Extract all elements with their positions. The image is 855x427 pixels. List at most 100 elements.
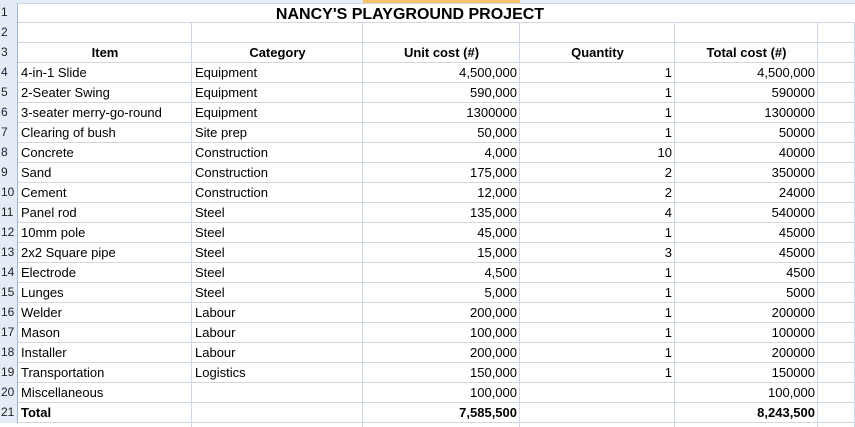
cell-item[interactable]: Clearing of bush — [21, 125, 116, 140]
row-number[interactable]: 12 — [0, 223, 18, 243]
cell-category[interactable]: Steel — [195, 285, 225, 300]
cell-total-cost[interactable]: 100000 — [771, 325, 815, 340]
cell-category[interactable]: Site prep — [195, 125, 248, 140]
row-number[interactable]: 20 — [0, 383, 18, 403]
cell-unit-cost[interactable]: 5,000 — [484, 285, 517, 300]
row-number[interactable]: 4 — [0, 63, 18, 83]
cell-category[interactable] — [192, 383, 363, 403]
cell-category[interactable]: Construction — [195, 185, 268, 200]
cell-category[interactable]: Labour — [195, 325, 236, 340]
cell-category[interactable]: Steel — [195, 205, 225, 220]
cell-quantity[interactable]: 2 — [664, 185, 672, 200]
cell-total-cost[interactable]: 200000 — [771, 305, 815, 320]
row-number[interactable]: 14 — [0, 263, 18, 283]
total-category[interactable] — [192, 403, 363, 423]
cell-category[interactable]: Logistics — [195, 365, 246, 380]
cell-quantity[interactable]: 1 — [664, 325, 672, 340]
row-number[interactable]: 3 — [0, 43, 18, 63]
cell-unit-cost[interactable]: 45,000 — [477, 225, 517, 240]
cell-total-cost[interactable]: 45000 — [778, 225, 815, 240]
cell-quantity[interactable]: 10 — [657, 145, 672, 160]
row-number[interactable]: 6 — [0, 103, 18, 123]
cell-unit-cost[interactable]: 100,000 — [470, 385, 517, 400]
cell-category[interactable]: Labour — [195, 305, 236, 320]
cell-unit-cost[interactable]: 175,000 — [470, 165, 517, 180]
header-quantity[interactable]: Quantity — [571, 45, 624, 60]
cell-item[interactable]: Sand — [21, 165, 52, 180]
cell-quantity[interactable]: 2 — [664, 165, 672, 180]
cell-item[interactable]: Welder — [21, 305, 62, 320]
cell-total-cost[interactable]: 40000 — [778, 145, 815, 160]
row-number[interactable]: 19 — [0, 363, 18, 383]
cell-item[interactable]: Installer — [21, 345, 67, 360]
cell-category[interactable]: Construction — [195, 165, 268, 180]
cell-unit-cost[interactable]: 100,000 — [470, 325, 517, 340]
cell-quantity[interactable]: 3 — [664, 245, 672, 260]
cell-unit-cost[interactable]: 590,000 — [470, 85, 517, 100]
cell-category[interactable]: Steel — [195, 265, 225, 280]
cell-item[interactable]: Lunges — [21, 285, 64, 300]
cell-unit-cost[interactable]: 15,000 — [477, 245, 517, 260]
cell-category[interactable]: Labour — [195, 345, 236, 360]
cell-quantity[interactable]: 1 — [664, 345, 672, 360]
cell-category[interactable]: Steel — [195, 245, 225, 260]
cell-item[interactable]: Transportation — [21, 365, 105, 380]
cell-total-cost[interactable]: 350000 — [771, 165, 815, 180]
row-number[interactable]: 17 — [0, 323, 18, 343]
row-number[interactable]: 2 — [0, 23, 18, 43]
cell-total-cost[interactable]: 24000 — [778, 185, 815, 200]
cell-unit-cost[interactable]: 4,000 — [484, 145, 517, 160]
cell-item[interactable]: Electrode — [21, 265, 76, 280]
cell-quantity[interactable]: 1 — [664, 305, 672, 320]
cell-total-cost[interactable]: 590000 — [771, 85, 815, 100]
cell-unit-cost[interactable]: 200,000 — [470, 305, 517, 320]
cell-item[interactable]: 2-Seater Swing — [21, 85, 110, 100]
cell-quantity[interactable] — [520, 383, 675, 403]
cell-total-cost[interactable]: 540000 — [771, 205, 815, 220]
cell-item[interactable]: 3-seater merry-go-round — [21, 105, 162, 120]
cell-unit-cost[interactable]: 1300000 — [466, 105, 517, 120]
row-number[interactable]: 7 — [0, 123, 18, 143]
header-item[interactable]: Item — [91, 45, 119, 60]
cell-quantity[interactable]: 4 — [664, 205, 672, 220]
cell-unit-cost[interactable]: 200,000 — [470, 345, 517, 360]
cell-quantity[interactable]: 1 — [664, 65, 672, 80]
cell-category[interactable]: Construction — [195, 145, 268, 160]
cell-unit-cost[interactable]: 135,000 — [470, 205, 517, 220]
selected-column-header[interactable] — [363, 0, 520, 3]
header-unit-cost[interactable]: Unit cost (#) — [403, 45, 480, 60]
cell-total-cost[interactable]: 4,500,000 — [757, 65, 815, 80]
total-item[interactable]: Total — [21, 405, 52, 420]
total-unit-cost[interactable]: 7,585,500 — [459, 405, 517, 420]
cell-total-cost[interactable]: 1300000 — [764, 105, 815, 120]
cell-quantity[interactable]: 1 — [664, 285, 672, 300]
row-number[interactable]: 13 — [0, 243, 18, 263]
cell-item[interactable]: Miscellaneous — [21, 385, 104, 400]
row-number[interactable]: 1 — [0, 3, 18, 23]
row-number[interactable]: 16 — [0, 303, 18, 323]
cell-item[interactable]: Cement — [21, 185, 67, 200]
cell-total-cost[interactable]: 100,000 — [768, 385, 815, 400]
cell-quantity[interactable]: 1 — [664, 365, 672, 380]
total-total-cost[interactable]: 8,243,500 — [757, 405, 815, 420]
header-total-cost[interactable]: Total cost (#) — [706, 45, 787, 60]
row-number[interactable]: 11 — [0, 203, 18, 223]
cell-total-cost[interactable]: 50000 — [778, 125, 815, 140]
cell-unit-cost[interactable]: 50,000 — [477, 125, 517, 140]
total-quantity[interactable] — [520, 403, 675, 423]
row-number[interactable]: 18 — [0, 343, 18, 363]
header-category[interactable]: Category — [249, 45, 306, 60]
cell-item[interactable]: 2x2 Square pipe — [21, 245, 116, 260]
cell-quantity[interactable]: 1 — [664, 85, 672, 100]
cell-item[interactable]: 10mm pole — [21, 225, 86, 240]
cell-total-cost[interactable]: 150000 — [771, 365, 815, 380]
sheet-title[interactable]: NANCY'S PLAYGROUND PROJECT — [275, 6, 545, 23]
cell-unit-cost[interactable]: 150,000 — [470, 365, 517, 380]
cell-unit-cost[interactable]: 4,500 — [484, 265, 517, 280]
cell-total-cost[interactable]: 5000 — [786, 285, 815, 300]
row-number[interactable]: 21 — [0, 403, 18, 423]
cell-quantity[interactable]: 1 — [664, 265, 672, 280]
cell-quantity[interactable]: 1 — [664, 125, 672, 140]
cell-unit-cost[interactable]: 12,000 — [477, 185, 517, 200]
